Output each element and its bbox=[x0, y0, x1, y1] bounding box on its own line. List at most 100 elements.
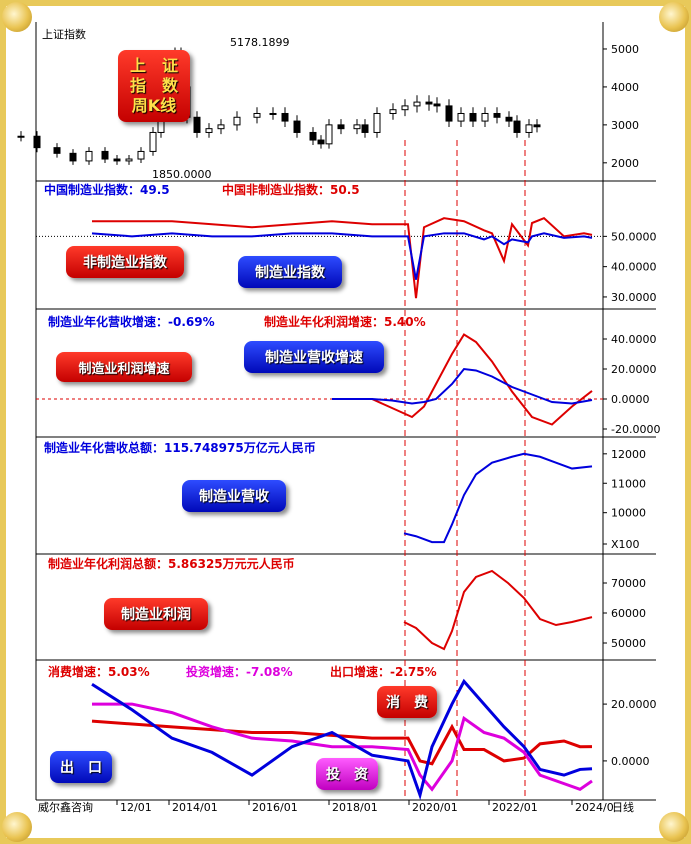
y-tick-label: 30.0000 bbox=[611, 291, 657, 304]
x-tick-label: 12/01 bbox=[120, 801, 152, 814]
candle-body bbox=[325, 124, 333, 145]
profit-growth-tag: 制造业利润增速 bbox=[56, 352, 192, 382]
y-tick-label: 4000 bbox=[611, 81, 639, 94]
candle-body bbox=[317, 139, 325, 145]
profit-growth-line bbox=[332, 333, 593, 426]
candle-body bbox=[401, 105, 409, 111]
y-tick-label: 50000 bbox=[611, 637, 646, 650]
mfg-index-tag: 制造业指数 bbox=[238, 256, 342, 288]
candle-body bbox=[353, 124, 361, 130]
x-tick-label: 2022/01 bbox=[492, 801, 538, 814]
revenue-growth-line bbox=[332, 367, 593, 405]
y-tick-label: 40.0000 bbox=[611, 333, 657, 346]
y-tick-label: 20.0000 bbox=[611, 363, 657, 376]
export-growth-line bbox=[91, 678, 593, 801]
candle-body bbox=[217, 124, 225, 130]
candle-body bbox=[53, 147, 61, 154]
candle-body bbox=[33, 135, 41, 149]
mfg-pmi-label: 中国制造业指数：49.5 bbox=[44, 182, 170, 197]
candle-body bbox=[445, 105, 453, 122]
candle-body bbox=[149, 131, 157, 152]
candle-body bbox=[69, 152, 77, 162]
candle-body bbox=[433, 103, 441, 107]
revenue-tag: 制造业营收 bbox=[182, 480, 286, 512]
candle-body bbox=[137, 150, 145, 160]
y-tick-label: 40.0000 bbox=[611, 261, 657, 274]
y-tick-label: 50.0000 bbox=[611, 230, 657, 243]
candle-body bbox=[125, 158, 133, 162]
candle-body bbox=[533, 124, 541, 128]
candle-body bbox=[457, 112, 465, 122]
shanghai-index-label: 上证指数 bbox=[42, 27, 86, 41]
profit-total-label: 制造业年化利润总额：5.86325万元元人民币 bbox=[48, 556, 295, 571]
non-mfg-pmi-line bbox=[92, 217, 593, 299]
y-tick-label: -20.0000 bbox=[611, 423, 660, 436]
y-tick-label: 10000 bbox=[611, 507, 646, 520]
corner-ornament-tr bbox=[659, 2, 689, 32]
y-tick-label: 20.0000 bbox=[611, 698, 657, 711]
x-tick-label: 2020/01 bbox=[412, 801, 458, 814]
profit-growth-label: 制造业年化利润增速：5.40% bbox=[264, 314, 426, 329]
candle-body bbox=[425, 101, 433, 105]
investment-growth-line bbox=[92, 702, 593, 792]
mfg-pmi-line bbox=[91, 232, 593, 280]
revenue-growth-label: 制造业年化营收增速：-0.69% bbox=[48, 314, 215, 329]
y-tick-label: 0.0000 bbox=[611, 755, 650, 768]
revenue-total-label: 制造业年化营收总额：115.748975万亿元人民币 bbox=[44, 440, 316, 455]
non-mfg-index-tag: 非制造业指数 bbox=[66, 246, 184, 278]
candle-body bbox=[493, 112, 501, 118]
revenue-growth-tag: 制造业营收增速 bbox=[244, 341, 384, 373]
candle-body bbox=[101, 150, 109, 160]
peak-annotation: 5178.1899 bbox=[230, 36, 290, 49]
title-tag: 上 证 指 数 周K线 bbox=[118, 50, 190, 122]
y-tick-label: 60000 bbox=[611, 607, 646, 620]
consumption-tag: 消 费 bbox=[377, 686, 437, 718]
y-tick-label: 2000 bbox=[611, 157, 639, 170]
candle-body bbox=[113, 158, 121, 162]
candle-body bbox=[525, 124, 533, 133]
y-tick-label: 5000 bbox=[611, 43, 639, 56]
candle-body bbox=[373, 112, 381, 133]
profit-total-line bbox=[403, 569, 593, 651]
candle-body bbox=[293, 120, 301, 133]
export-growth-label: 出口增速：-2.75% bbox=[330, 664, 437, 679]
candle-body bbox=[193, 116, 201, 133]
low-annotation: 1850.0000 bbox=[152, 168, 212, 181]
corner-ornament-br bbox=[659, 812, 689, 842]
candle-body bbox=[269, 112, 277, 115]
candle-body bbox=[505, 116, 513, 122]
candle-body bbox=[513, 120, 521, 133]
y-tick-label: 70000 bbox=[611, 577, 646, 590]
y-tick-label: 12000 bbox=[611, 448, 646, 461]
candle-body bbox=[309, 131, 317, 141]
x-tick-label: 2016/01 bbox=[252, 801, 298, 814]
period-label: 日线 bbox=[612, 800, 634, 814]
x-axis-source: 威尔鑫咨询 bbox=[38, 800, 93, 814]
export-tag: 出 口 bbox=[50, 751, 112, 783]
candle-body bbox=[17, 135, 25, 138]
corner-ornament-tl bbox=[2, 2, 32, 32]
y-tick-label: 0.0000 bbox=[611, 393, 650, 406]
x-tick-label: 2024/0 bbox=[575, 801, 614, 814]
corner-ornament-bl bbox=[2, 812, 32, 842]
candle-body bbox=[233, 116, 241, 126]
candle-body bbox=[205, 128, 213, 133]
candle-body bbox=[281, 112, 289, 122]
y-tick-label: 11000 bbox=[611, 477, 646, 490]
x-tick-label: 2018/01 bbox=[332, 801, 378, 814]
candle-body bbox=[481, 112, 489, 122]
candle-body bbox=[85, 150, 93, 162]
y-tick-label: 3000 bbox=[611, 119, 639, 132]
non-mfg-pmi-label: 中国非制造业指数：50.5 bbox=[222, 182, 360, 197]
investment-growth-label: 投资增速：-7.08% bbox=[186, 664, 293, 679]
candle-body bbox=[361, 124, 369, 133]
candle-body bbox=[389, 109, 397, 114]
candle-body bbox=[337, 124, 345, 130]
profit-tag: 制造业利润 bbox=[104, 598, 208, 630]
consumption-growth-label: 消费增速：5.03% bbox=[48, 664, 150, 679]
x-tick-label: 2014/01 bbox=[172, 801, 218, 814]
investment-tag: 投 资 bbox=[316, 758, 378, 790]
candle-body bbox=[253, 112, 261, 118]
candle-body bbox=[413, 101, 421, 107]
